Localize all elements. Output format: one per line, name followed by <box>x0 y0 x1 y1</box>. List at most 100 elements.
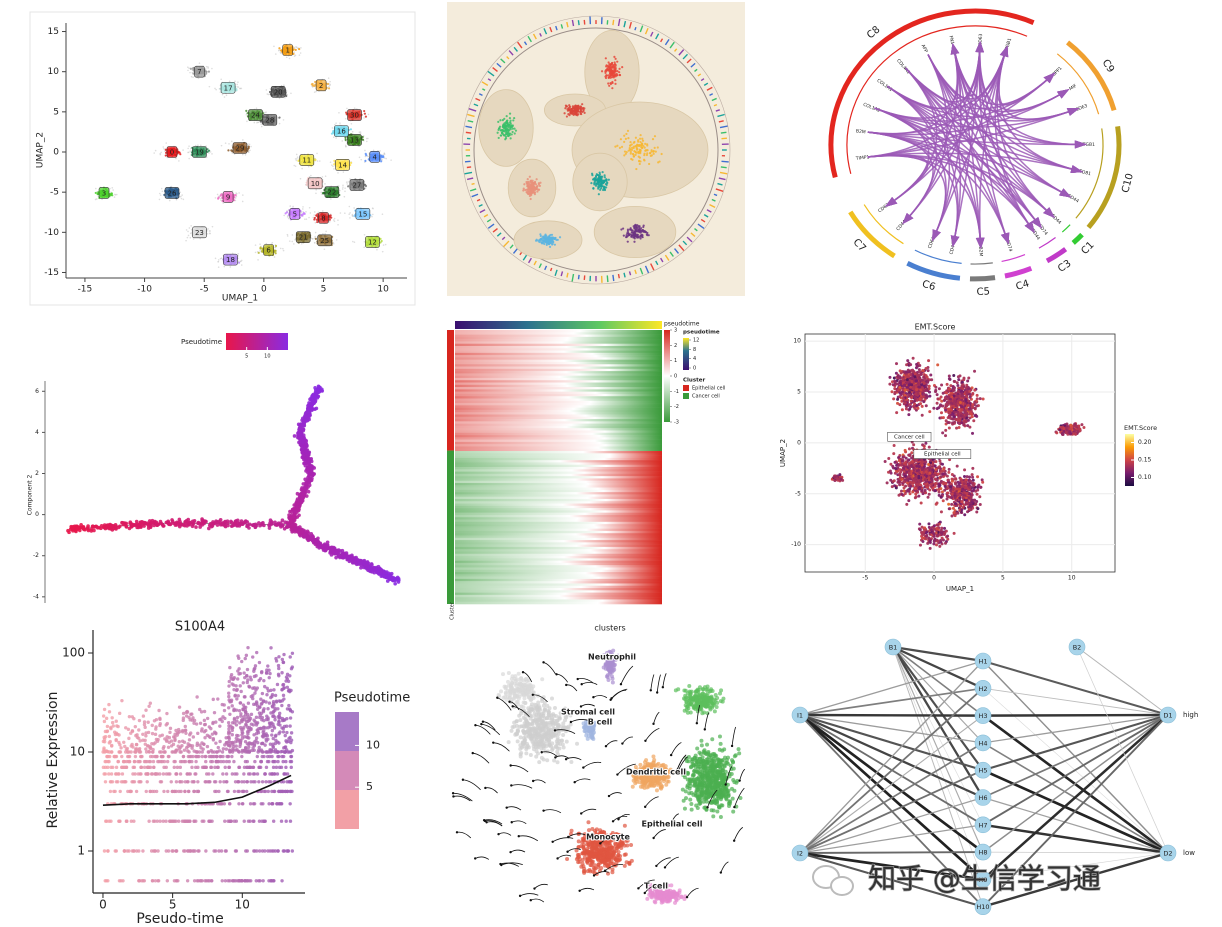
background-cell <box>189 71 191 74</box>
background-cell <box>214 87 216 90</box>
background-cell <box>240 87 243 90</box>
ring-tick <box>577 274 580 280</box>
cell-point <box>604 71 607 74</box>
cell-point <box>526 178 529 181</box>
cell-point <box>382 155 385 159</box>
cell-point <box>618 67 621 70</box>
background-cell <box>271 241 274 244</box>
cell-point <box>593 182 596 185</box>
background-cell <box>179 191 182 194</box>
cell-point <box>257 251 260 254</box>
background-cell <box>353 107 356 109</box>
background-cell <box>282 249 285 252</box>
background-cell <box>164 150 166 152</box>
background-cell <box>332 165 334 168</box>
cell-point <box>636 147 639 150</box>
background-cell <box>188 67 190 70</box>
background-cell <box>244 154 247 156</box>
background-cell <box>384 243 387 246</box>
cluster-label: 14 <box>338 161 347 169</box>
cell-point <box>579 108 582 111</box>
background-cell <box>283 84 285 87</box>
cell-point <box>579 105 582 108</box>
background-cell <box>285 56 288 59</box>
background-cell <box>365 140 368 143</box>
cell-point <box>530 186 533 189</box>
cell-point <box>591 174 594 177</box>
background-cell <box>237 81 239 83</box>
cell-point <box>302 211 305 215</box>
cell-point <box>613 65 616 68</box>
cell-point <box>606 181 609 184</box>
background-cell <box>190 225 192 227</box>
cell-point <box>207 149 211 152</box>
background-cell <box>372 213 374 216</box>
cell-point <box>630 143 633 146</box>
cell-point <box>547 235 551 238</box>
background-cell <box>260 123 262 125</box>
cell-point <box>590 182 593 185</box>
ring-tick <box>720 131 727 134</box>
background-cell <box>338 111 340 114</box>
background-cell <box>358 145 361 147</box>
cell-point <box>508 117 512 120</box>
cell-point <box>625 150 628 154</box>
background-cell <box>381 158 383 161</box>
cell-point <box>570 111 574 114</box>
cell-point <box>553 243 556 246</box>
cell-point <box>656 146 659 149</box>
cell-point <box>607 76 610 79</box>
cluster-label: 9 <box>226 193 230 201</box>
cell-point <box>247 146 250 150</box>
cell-point <box>501 125 504 128</box>
background-cell <box>331 164 333 166</box>
cell-point <box>497 120 500 123</box>
cell-point <box>310 83 313 86</box>
x-tick-label: -10 <box>137 285 152 295</box>
background-cell <box>265 89 268 91</box>
background-cell <box>363 233 366 236</box>
background-cell <box>220 78 222 81</box>
background-cell <box>321 210 324 212</box>
cell-point <box>274 244 278 248</box>
cell-point <box>349 161 353 164</box>
cell-point <box>164 154 167 157</box>
background-cell <box>324 183 326 185</box>
cell-point <box>537 182 540 185</box>
background-cell <box>168 199 171 202</box>
cell-point <box>616 60 619 63</box>
cell-point <box>644 149 648 152</box>
cell-point <box>551 236 554 239</box>
background-cell <box>363 240 366 243</box>
background-cell <box>288 240 291 242</box>
cell-point <box>539 233 542 236</box>
cell-point <box>613 61 616 64</box>
cell-point <box>110 192 113 195</box>
cell-point <box>626 129 630 132</box>
background-cell <box>256 121 258 124</box>
cell-point <box>575 107 578 110</box>
background-cell <box>242 153 244 156</box>
cell-point <box>600 70 604 73</box>
cell-point <box>604 57 607 60</box>
background-cell <box>349 212 351 214</box>
background-cell <box>246 120 248 123</box>
cell-point <box>635 167 638 171</box>
background-cell <box>109 187 111 190</box>
cell-point <box>565 115 569 118</box>
background-cell <box>344 187 346 189</box>
background-cell <box>300 242 303 245</box>
background-cell <box>309 212 312 214</box>
background-cell <box>308 176 311 178</box>
cell-point <box>609 82 612 85</box>
cell-point <box>268 90 272 94</box>
background-cell <box>339 189 341 192</box>
background-cell <box>279 247 282 250</box>
background-cell <box>371 215 373 218</box>
cell-point <box>616 144 619 147</box>
cell-point <box>234 194 237 197</box>
cluster-label: 11 <box>302 157 311 165</box>
background-cell <box>245 113 248 116</box>
cell-point <box>629 148 632 151</box>
